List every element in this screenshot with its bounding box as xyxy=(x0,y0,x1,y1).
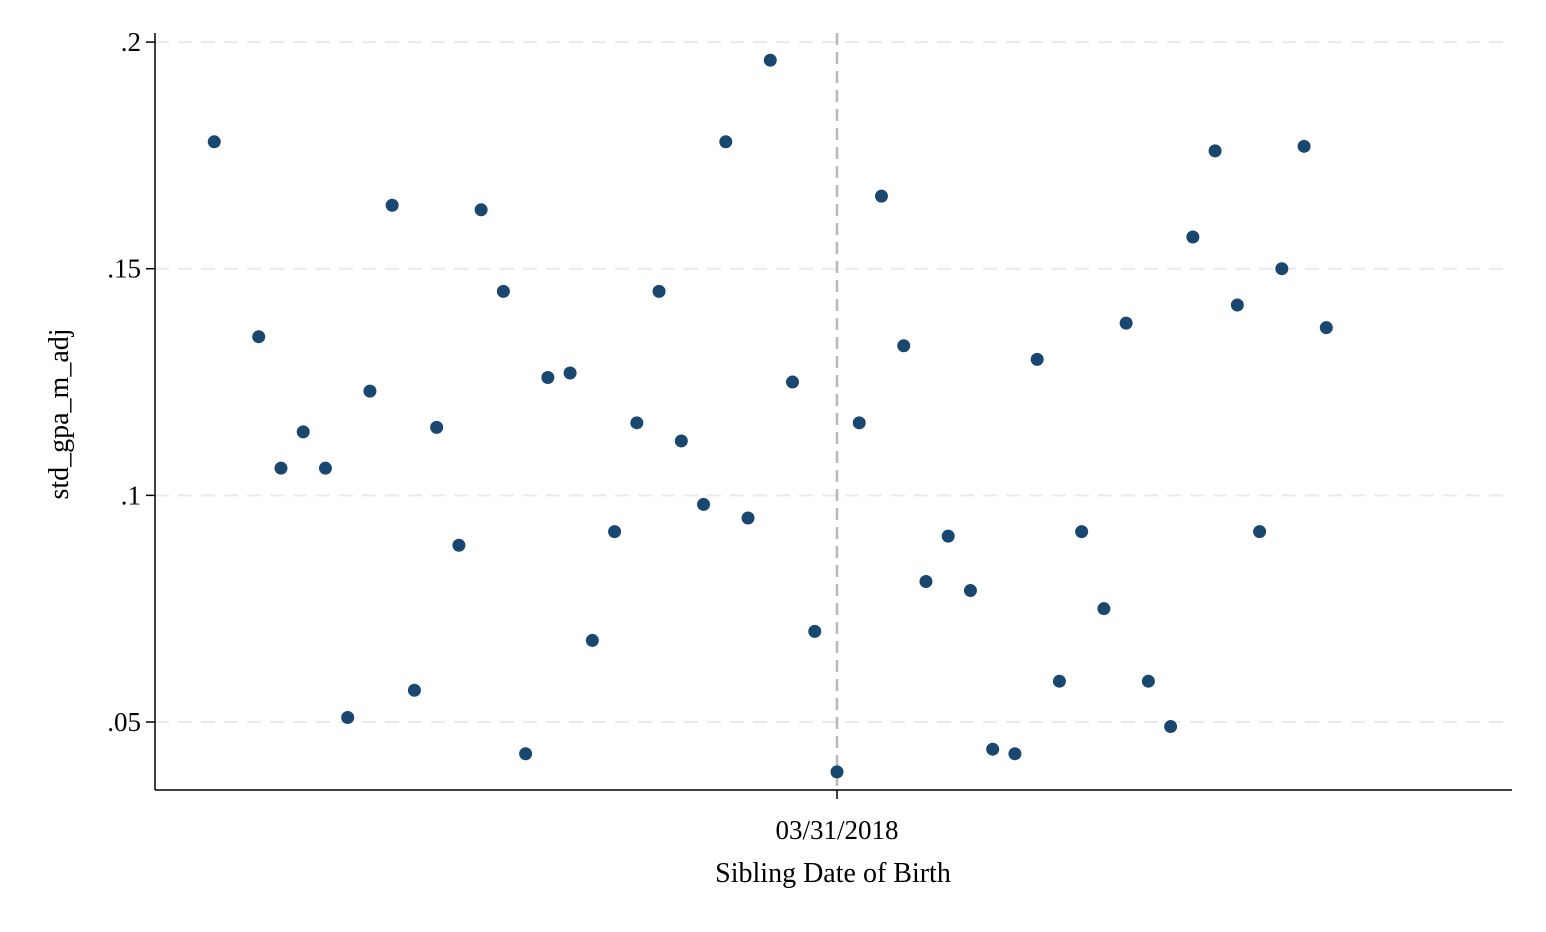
axes xyxy=(154,33,1512,791)
data-point xyxy=(1119,316,1133,330)
data-point xyxy=(763,53,777,67)
data-point xyxy=(1275,262,1289,276)
data-point xyxy=(719,135,733,149)
data-point xyxy=(563,366,577,380)
data-point xyxy=(474,203,488,217)
x-axis-label: Sibling Date of Birth xyxy=(715,858,951,889)
data-point xyxy=(1075,525,1089,539)
y-axis-ticks: .05 .1 .15 .2 xyxy=(107,27,155,737)
data-point xyxy=(385,198,399,212)
data-point xyxy=(741,511,755,525)
data-point xyxy=(585,633,599,647)
data-point xyxy=(318,461,332,475)
data-point xyxy=(363,384,377,398)
data-point xyxy=(1230,298,1244,312)
data-point xyxy=(1208,144,1222,158)
data-point xyxy=(407,683,421,697)
data-point xyxy=(874,189,888,203)
data-point xyxy=(207,135,221,149)
data-point xyxy=(941,529,955,543)
data-point xyxy=(541,371,555,385)
data-point xyxy=(608,525,622,539)
y-tick-label: .15 xyxy=(107,254,141,284)
data-point xyxy=(496,284,510,298)
data-point xyxy=(1141,674,1155,688)
data-point xyxy=(341,710,355,724)
data-point xyxy=(1186,230,1200,244)
data-point xyxy=(1008,747,1022,761)
y-axis-label: std_gpa_m_adj xyxy=(44,328,75,499)
data-point xyxy=(630,416,644,430)
x-tick-label: 03/31/2018 xyxy=(775,815,898,845)
data-point xyxy=(808,624,822,638)
data-point xyxy=(786,375,800,389)
data-point xyxy=(252,330,266,344)
x-axis-ticks: 03/31/2018 xyxy=(775,790,899,845)
gridlines xyxy=(155,41,1507,724)
data-point xyxy=(519,747,533,761)
data-point xyxy=(1097,602,1111,616)
data-point xyxy=(919,574,933,588)
data-point xyxy=(430,420,444,434)
data-point xyxy=(852,416,866,430)
data-point xyxy=(1052,674,1066,688)
data-point xyxy=(1253,525,1267,539)
data-point xyxy=(830,765,844,779)
data-point xyxy=(274,461,288,475)
y-tick-label: .1 xyxy=(121,480,141,510)
data-point xyxy=(697,497,711,511)
data-point xyxy=(963,584,977,598)
data-point xyxy=(652,284,666,298)
data-point xyxy=(1030,352,1044,366)
data-point xyxy=(897,339,911,353)
data-point xyxy=(1297,139,1311,153)
data-point xyxy=(674,434,688,448)
data-point xyxy=(986,742,1000,756)
data-point xyxy=(452,538,466,552)
data-point xyxy=(1164,720,1178,734)
data-points xyxy=(207,53,1333,779)
y-tick-label: .2 xyxy=(121,27,141,57)
data-point xyxy=(1319,321,1333,335)
y-tick-label: .05 xyxy=(107,707,141,737)
data-point xyxy=(296,425,310,439)
